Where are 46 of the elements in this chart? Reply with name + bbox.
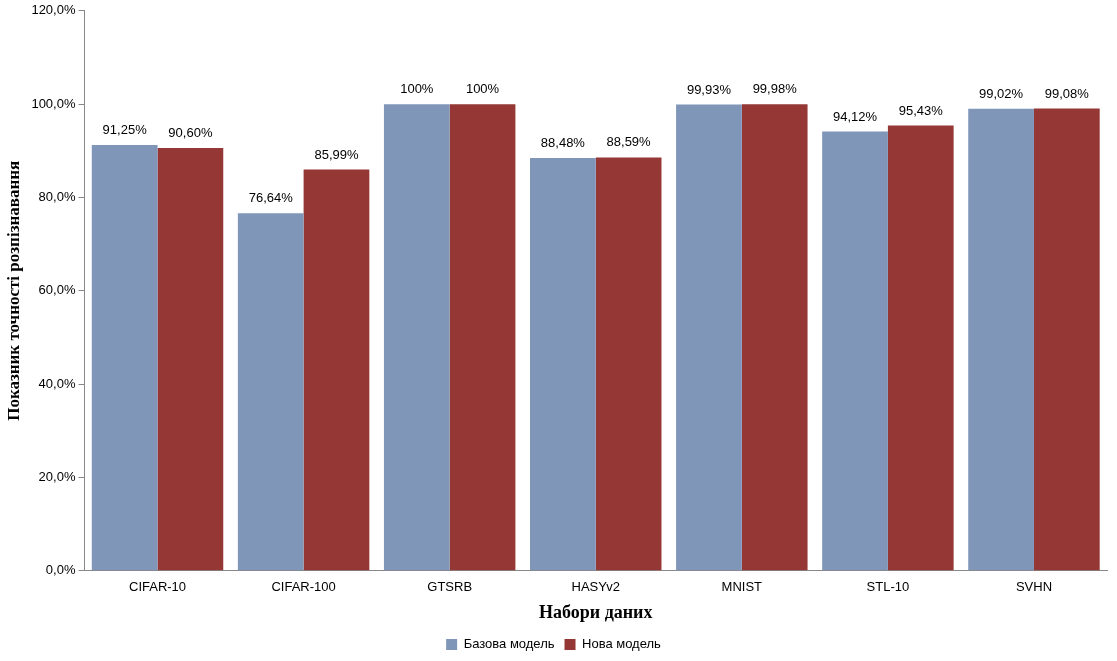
- bar: [595, 157, 662, 571]
- x-tick-label: GTSRB: [427, 579, 473, 595]
- data-label: 99,08%: [1044, 85, 1090, 101]
- y-tick-label: 0,0%: [45, 562, 76, 578]
- y-tick-label: 80,0%: [38, 189, 76, 205]
- bar: [383, 104, 450, 571]
- data-label: 88,48%: [540, 134, 586, 150]
- legend-label: Базова модель: [463, 636, 555, 652]
- data-label: 85,99%: [314, 146, 359, 162]
- x-tick-label: CIFAR-10: [128, 579, 187, 595]
- legend-label: Нова модель: [582, 636, 662, 652]
- bar: [968, 108, 1034, 571]
- bar: [91, 144, 158, 571]
- x-tick-label: CIFAR-100: [271, 579, 336, 595]
- bar: [449, 104, 516, 571]
- bar: [822, 131, 888, 571]
- x-tick-label: MNIST: [721, 579, 763, 595]
- bar: [157, 148, 224, 571]
- data-label: 100%: [465, 81, 500, 97]
- data-label: 88,59%: [606, 134, 652, 150]
- x-axis-title: Набори даних: [539, 601, 653, 622]
- bar: [676, 104, 742, 571]
- data-label: 91,25%: [102, 122, 148, 138]
- data-label: 99,02%: [979, 85, 1024, 101]
- data-label: 99,98%: [752, 81, 798, 97]
- x-tick-label: SVHN: [1015, 579, 1053, 595]
- bar: [530, 157, 596, 571]
- y-tick-label: 120,0%: [31, 2, 76, 18]
- data-label: 100%: [400, 81, 434, 97]
- bar: [741, 104, 808, 571]
- data-label: 94,12%: [832, 108, 878, 124]
- data-label: 76,64%: [248, 190, 294, 206]
- bar: [237, 213, 304, 571]
- bar: [887, 125, 954, 571]
- y-axis-title: Показник точності розпізнавання: [3, 160, 23, 421]
- y-tick-label: 100,0%: [31, 95, 76, 111]
- x-tick-label: STL-10: [866, 579, 910, 595]
- data-label: 99,93%: [686, 81, 732, 97]
- y-tick-label: 40,0%: [38, 375, 76, 391]
- x-tick-label: HASYv2: [571, 579, 620, 595]
- y-tick-label: 60,0%: [38, 282, 76, 298]
- data-label: 90,60%: [168, 125, 213, 141]
- data-label: 95,43%: [898, 102, 944, 118]
- y-tick-label: 20,0%: [38, 469, 76, 485]
- bar: [1033, 108, 1100, 571]
- bar: [303, 169, 370, 571]
